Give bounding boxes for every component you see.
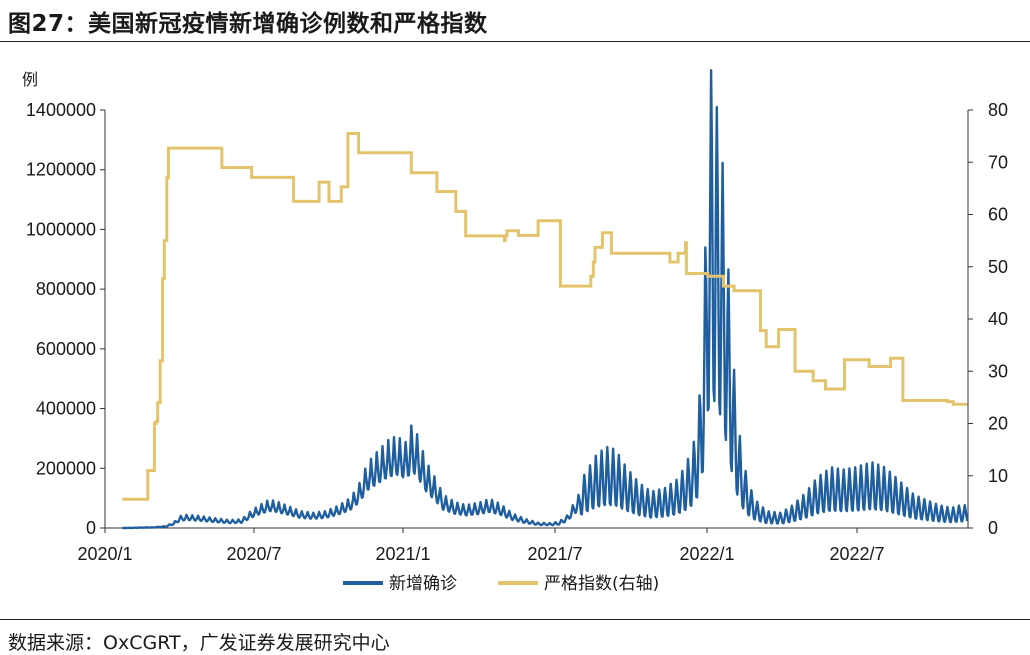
legend: 新增确诊 严格指数(右轴) — [343, 574, 659, 594]
left-tick-label: 1000000 — [26, 219, 96, 239]
x-tick-label: 2021/7 — [527, 544, 582, 564]
legend-new-cases: 新增确诊 — [343, 574, 457, 594]
cases-stringency-chart: 例 0 200000 400000 600000 800000 1000000 120000… — [22, 69, 1008, 594]
x-tick-label: 2020/1 — [77, 544, 132, 564]
title-rule — [0, 41, 1030, 42]
x-tick-label: 2020/7 — [226, 544, 281, 564]
right-tick-label: 0 — [988, 518, 998, 538]
right-tick-label: 40 — [988, 309, 1008, 329]
right-tick-label: 30 — [988, 361, 1008, 381]
x-tick-label: 2022/1 — [679, 544, 734, 564]
left-tick-label: 400000 — [36, 399, 96, 419]
plot-area — [121, 69, 969, 530]
figure-title: 图27：美国新冠疫情新增确诊例数和严格指数 — [8, 11, 488, 37]
source-rule — [0, 619, 1030, 620]
legend-label: 新增确诊 — [389, 574, 457, 594]
x-tick-label: 2022/7 — [829, 544, 884, 564]
right-tick-label: 10 — [988, 466, 1008, 486]
right-tick-label: 20 — [988, 414, 1008, 434]
left-tick-label: 800000 — [36, 279, 96, 299]
legend-label: 严格指数(右轴) — [544, 574, 659, 594]
axes: 0 200000 400000 600000 800000 1000000 1200000 1… — [26, 100, 1008, 564]
left-axis-unit: 例 — [22, 70, 38, 89]
right-tick-label: 50 — [988, 257, 1008, 277]
left-tick-label: 600000 — [36, 339, 96, 359]
right-tick-label: 70 — [988, 152, 1008, 172]
stringency-index-line — [122, 132, 968, 501]
left-tick-label: 1200000 — [26, 160, 96, 180]
x-tick-label: 2021/1 — [375, 544, 430, 564]
left-tick-label: 0 — [86, 518, 96, 538]
right-tick-label: 80 — [988, 100, 1008, 120]
new-cases-line — [121, 69, 969, 530]
right-tick-label: 60 — [988, 205, 1008, 225]
source-note: 数据来源：OxCGRT，广发证券发展研究中心 — [8, 632, 390, 654]
legend-stringency-index: 严格指数(右轴) — [498, 574, 659, 594]
left-tick-label: 1400000 — [26, 100, 96, 120]
left-tick-label: 200000 — [36, 458, 96, 478]
